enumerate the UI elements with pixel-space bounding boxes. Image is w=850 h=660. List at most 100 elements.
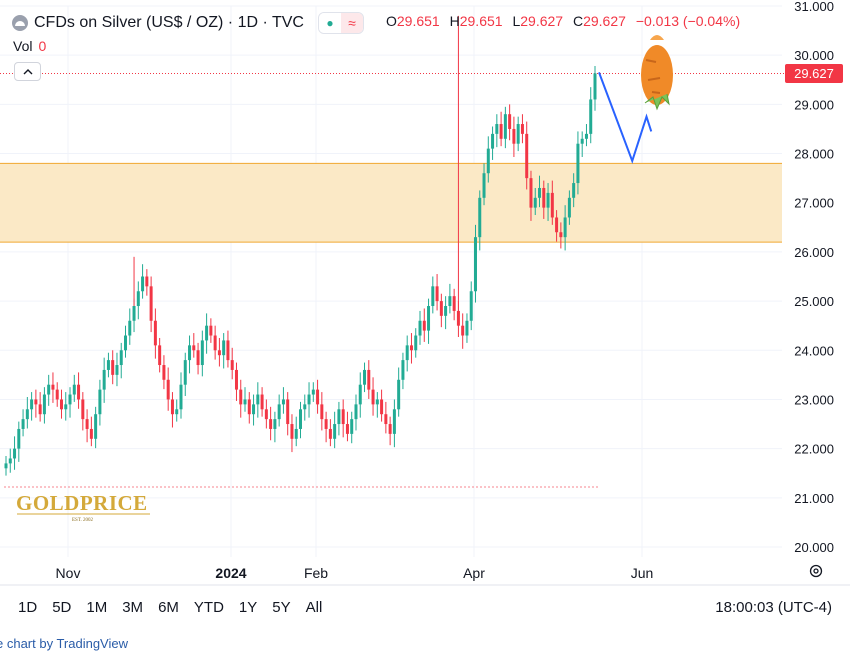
candle-body — [328, 428, 332, 439]
y-tick-label: 28.000 — [794, 147, 834, 162]
candle-body — [589, 99, 593, 134]
candle-body — [307, 394, 311, 405]
candle-body — [213, 335, 217, 351]
candle-body — [461, 325, 465, 336]
candle-body — [64, 404, 68, 410]
candle-body — [337, 409, 341, 425]
goldprice-watermark: GOLDPRICE EST. 2002 — [16, 491, 150, 523]
candle-body — [89, 428, 93, 439]
candle-body — [115, 365, 119, 375]
candle-series — [4, 15, 597, 476]
x-tick-label: 2024 — [215, 565, 246, 581]
range-button-all[interactable]: All — [305, 599, 323, 616]
clock[interactable]: 18:00:03 (UTC-4) — [715, 599, 832, 616]
candle-body — [162, 365, 166, 380]
bottom-toolbar: 1D 5D 1M 3M 6M YTD 1Y 5Y All 18:00:03 (UTC-4) — [0, 594, 850, 622]
candle-body — [209, 325, 213, 336]
candle-body — [158, 345, 162, 366]
y-tick-label: 27.000 — [794, 196, 834, 211]
high-label: H — [449, 13, 460, 29]
candle-body — [260, 394, 264, 410]
candle-body — [469, 291, 473, 321]
watermark-subtitle: EST. 2002 — [72, 518, 94, 523]
candle-body — [503, 114, 507, 139]
candle-body — [286, 399, 290, 425]
volume-value: 0 — [38, 38, 47, 54]
close-value: 29.627 — [583, 13, 626, 29]
candle-body — [380, 399, 384, 415]
chart-legend: CFDs on Silver (US$ / OZ) · 1D · TVC ● ≈ — [12, 12, 364, 34]
candle-body — [529, 178, 533, 208]
candle-body — [222, 340, 226, 356]
range-button-1m[interactable]: 1M — [86, 599, 108, 616]
wave-icon[interactable]: ≈ — [340, 13, 363, 33]
tradingview-attribution[interactable]: e chart by TradingView — [0, 636, 128, 651]
candle-body — [85, 419, 89, 429]
candle-body — [350, 419, 354, 434]
carrot-icon — [641, 35, 673, 111]
range-button-5y[interactable]: 5Y — [272, 599, 291, 616]
time-range-buttons: 1D 5D 1M 3M 6M YTD 1Y 5Y All — [18, 599, 337, 616]
candle-body — [567, 197, 571, 218]
candle-body — [512, 128, 516, 144]
y-tick-label: 31.000 — [794, 0, 834, 14]
ohlc-values: O29.651 H29.651 L29.627 C29.627 −0.013 (… — [386, 13, 746, 29]
candle-body — [277, 404, 281, 420]
candle-body — [572, 183, 576, 198]
chevron-up-icon — [23, 68, 32, 74]
candle-body — [508, 114, 512, 129]
candle-body — [333, 424, 337, 439]
candle-body — [341, 409, 345, 425]
symbol-title[interactable]: CFDs on Silver (US$ / OZ) · 1D · TVC — [34, 14, 304, 31]
range-button-1y[interactable]: 1Y — [238, 599, 258, 616]
y-tick-label: 23.000 — [794, 392, 834, 407]
collapse-legend-button[interactable] — [14, 62, 41, 81]
candle-body — [119, 350, 123, 366]
candle-body — [345, 424, 349, 434]
market-status-icon[interactable]: ● — [318, 13, 341, 33]
candle-body — [124, 335, 128, 351]
candle-body — [8, 458, 12, 464]
y-tick-label: 26.000 — [794, 245, 834, 260]
range-button-6m[interactable]: 6M — [158, 599, 179, 616]
candle-body — [384, 414, 388, 425]
candle-body — [149, 286, 153, 321]
settings-gear-icon[interactable] — [808, 563, 824, 579]
candle-body — [183, 360, 187, 385]
candle-body — [482, 173, 486, 198]
candle-body — [166, 379, 170, 400]
candle-body — [256, 394, 260, 405]
x-tick-label: Nov — [56, 565, 81, 581]
candle-body — [542, 187, 546, 208]
candle-body — [281, 399, 285, 405]
candle-body — [388, 424, 392, 434]
candle-body — [175, 409, 179, 415]
watermark-brand: GOLDPRICE — [16, 491, 148, 515]
candle-body — [538, 187, 542, 198]
candle-body — [98, 389, 102, 415]
range-button-1d[interactable]: 1D — [18, 599, 38, 616]
candle-body — [55, 389, 59, 400]
change-value: −0.013 (−0.04%) — [635, 13, 741, 29]
candle-body — [405, 345, 409, 361]
candle-body — [205, 325, 209, 341]
candle-body — [30, 399, 34, 410]
candle-body — [13, 448, 17, 459]
candle-body — [72, 384, 76, 395]
candle-body — [576, 143, 580, 184]
candle-body — [427, 306, 431, 331]
candle-body — [401, 360, 405, 380]
range-button-3m[interactable]: 3M — [122, 599, 144, 616]
candle-body — [414, 335, 418, 351]
range-button-ytd[interactable]: YTD — [193, 599, 224, 616]
candle-body — [196, 350, 200, 366]
range-button-5d[interactable]: 5D — [52, 599, 72, 616]
x-tick-label: Apr — [463, 565, 485, 581]
candle-body — [546, 192, 550, 208]
candle-body — [465, 320, 469, 336]
candle-body — [264, 409, 268, 420]
candle-body — [525, 133, 529, 179]
status-pill[interactable]: ● ≈ — [317, 12, 364, 34]
last-price-tag: 29.627 — [785, 64, 843, 83]
